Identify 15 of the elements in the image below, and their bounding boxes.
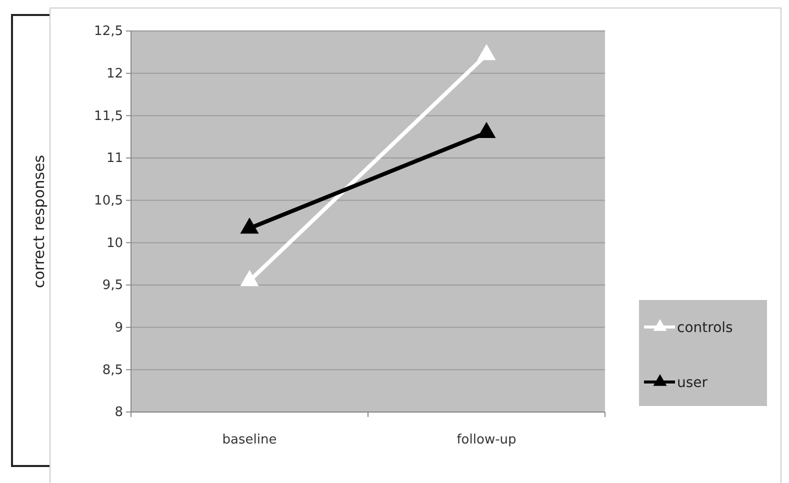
y-tick-label: 10 bbox=[106, 236, 123, 251]
y-axis-title: correct responses bbox=[30, 154, 48, 288]
y-tick-label: 10,5 bbox=[94, 193, 123, 208]
x-tick-label: baseline bbox=[222, 432, 277, 448]
y-tick-label: 8 bbox=[114, 405, 123, 420]
y-tick-label: 11,5 bbox=[94, 108, 123, 124]
y-tick-label: 8,5 bbox=[102, 362, 123, 378]
y-tick-label: 12 bbox=[106, 66, 123, 82]
x-tick-label: follow-up bbox=[456, 432, 516, 448]
y-tick-label: 12,5 bbox=[94, 24, 123, 40]
y-tick-label: 11 bbox=[106, 151, 123, 166]
y-tick-label: 9,5 bbox=[102, 278, 123, 294]
y-tick-label: 9 bbox=[114, 320, 123, 336]
legend-label: user bbox=[677, 375, 708, 391]
legend-label: controls bbox=[677, 320, 733, 336]
